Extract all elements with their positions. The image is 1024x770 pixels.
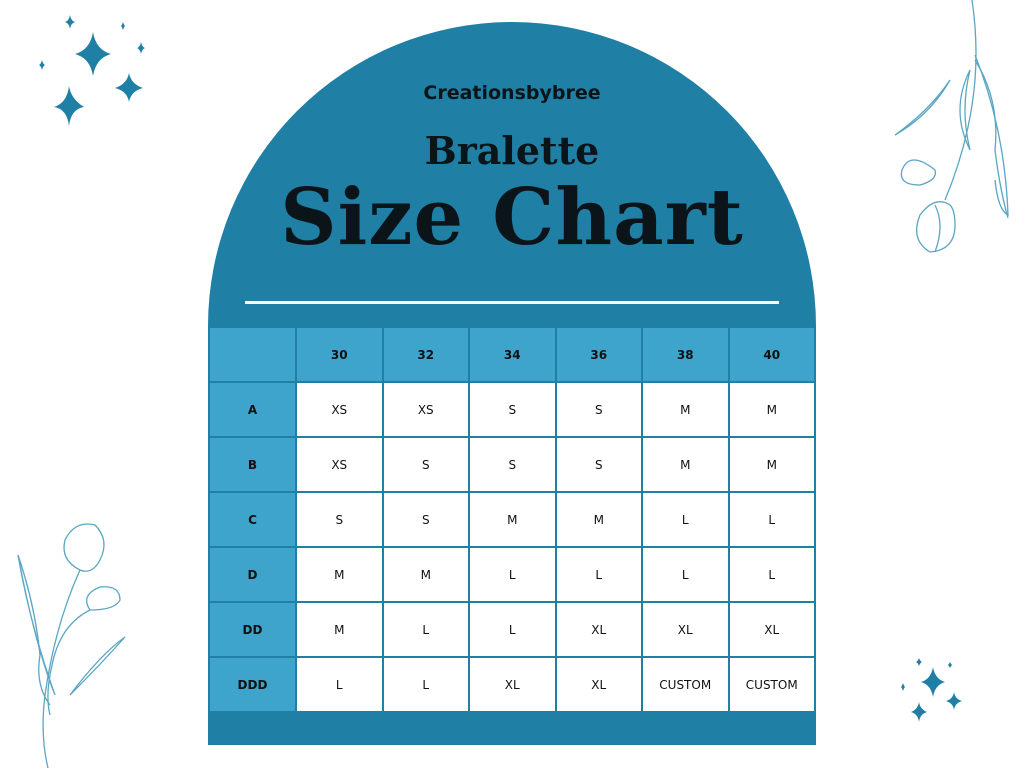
- size-cell: M: [295, 546, 384, 603]
- size-cell: M: [295, 601, 384, 658]
- corner-cell: [208, 326, 297, 383]
- size-cell: CUSTOM: [727, 656, 816, 713]
- size-cell: M: [641, 436, 730, 493]
- size-cell: L: [641, 491, 730, 548]
- size-cell: S: [381, 491, 470, 548]
- subtitle: Bralette: [424, 128, 600, 173]
- size-cell: S: [468, 436, 557, 493]
- page-title: Size Chart: [280, 172, 744, 263]
- cup-size-label: DDD: [208, 656, 297, 713]
- table-row: B XS S S S M M: [208, 436, 816, 493]
- size-cell: S: [468, 381, 557, 438]
- size-cell: XS: [295, 436, 384, 493]
- size-cell: L: [727, 546, 816, 603]
- size-cell: XL: [641, 601, 730, 658]
- band-size-header: 32: [381, 326, 470, 383]
- header-row: 30 32 34 36 38 40: [208, 326, 816, 383]
- table-row: DD M L L XL XL XL: [208, 601, 816, 658]
- size-cell: M: [554, 491, 643, 548]
- size-cell: L: [468, 601, 557, 658]
- size-cell: M: [468, 491, 557, 548]
- size-cell: XL: [554, 601, 643, 658]
- table-row: DDD L L XL XL CUSTOM CUSTOM: [208, 656, 816, 713]
- cup-size-label: A: [208, 381, 297, 438]
- size-cell: L: [381, 601, 470, 658]
- sparkles-icon: [39, 15, 145, 126]
- band-size-header: 36: [554, 326, 643, 383]
- size-cell: L: [295, 656, 384, 713]
- size-cell: S: [381, 436, 470, 493]
- size-cell: XL: [554, 656, 643, 713]
- size-cell: L: [468, 546, 557, 603]
- cup-size-label: DD: [208, 601, 297, 658]
- band-size-header: 30: [295, 326, 384, 383]
- tulip-icon: [894, 0, 1009, 253]
- size-cell: XS: [295, 381, 384, 438]
- size-cell: S: [554, 436, 643, 493]
- band-size-header: 34: [468, 326, 557, 383]
- size-cell: M: [727, 436, 816, 493]
- band-size-header: 40: [727, 326, 816, 383]
- table-row: A XS XS S S M M: [208, 381, 816, 438]
- size-table: 30 32 34 36 38 40 A XS XS S S M M B XS S S S M M C S S M M L L D M M…: [208, 326, 816, 713]
- size-cell: XL: [727, 601, 816, 658]
- size-cell: S: [295, 491, 384, 548]
- size-cell: XS: [381, 381, 470, 438]
- brand-name: Creationsbybree: [423, 82, 601, 104]
- sparkles-icon: [901, 658, 962, 722]
- cup-size-label: D: [208, 546, 297, 603]
- size-cell: M: [641, 381, 730, 438]
- size-cell: L: [641, 546, 730, 603]
- size-cell: S: [554, 381, 643, 438]
- size-cell: L: [381, 656, 470, 713]
- size-cell: L: [554, 546, 643, 603]
- cup-size-label: C: [208, 491, 297, 548]
- divider: [245, 301, 779, 304]
- size-cell: XL: [468, 656, 557, 713]
- tulip-icon: [17, 523, 126, 769]
- band-size-header: 38: [641, 326, 730, 383]
- size-cell: M: [381, 546, 470, 603]
- size-cell: L: [727, 491, 816, 548]
- cup-size-label: B: [208, 436, 297, 493]
- size-cell: CUSTOM: [641, 656, 730, 713]
- size-cell: M: [727, 381, 816, 438]
